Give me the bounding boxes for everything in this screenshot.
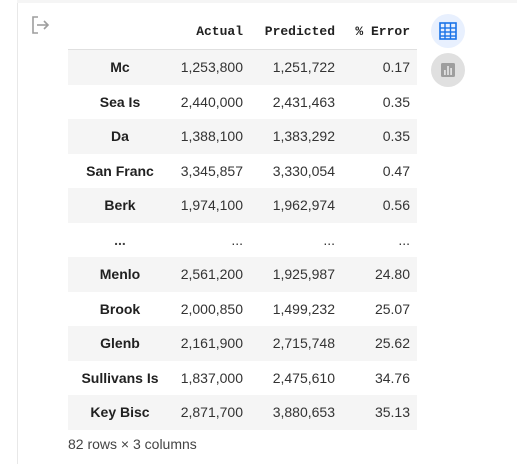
actual-value: ...	[231, 231, 243, 248]
table-row: Key Bisc 2,871,700 3,880,653 35.13	[68, 395, 417, 430]
error-value: ...	[398, 231, 410, 248]
row-index-label: ...	[114, 231, 126, 248]
actual-value: 3,345,857	[180, 162, 243, 179]
error-value: 34.76	[374, 369, 410, 386]
predicted-value: ...	[323, 231, 335, 248]
output-gutter-divider	[17, 0, 18, 464]
bar-chart-icon	[441, 63, 455, 77]
actual-value: 2,161,900	[180, 335, 243, 352]
table-view-icon	[439, 22, 457, 40]
actual-value: 1,974,100	[180, 197, 243, 214]
predicted-value: 1,251,722	[272, 59, 335, 76]
table-row: Glenb 2,161,900 2,715,748 25.62	[68, 326, 417, 361]
row-index-label: Berk	[104, 197, 136, 214]
predicted-value: 1,499,232	[272, 300, 335, 317]
table-row: San Franc 3,345,857 3,330,054 0.47	[68, 153, 417, 188]
row-index-label: Da	[111, 128, 129, 145]
actual-value: 1,837,000	[180, 369, 243, 386]
output-arrow-icon[interactable]	[29, 13, 53, 37]
row-index-label: Menlo	[99, 266, 141, 283]
dataframe-table: Actual Predicted % Error Mc 1,253,800 1,25…	[68, 14, 417, 430]
actual-value: 2,440,000	[180, 93, 243, 110]
table-row: Berk 1,974,100 1,962,974 0.56	[68, 188, 417, 223]
error-value: 0.17	[382, 59, 410, 76]
error-value: 0.35	[382, 128, 410, 145]
table-row: Mc 1,253,800 1,251,722 0.17	[68, 49, 417, 85]
table-ellipsis-row: ............	[68, 222, 417, 257]
index-header	[68, 14, 172, 50]
table-body: Mc 1,253,800 1,251,722 0.17 Sea Is 2,440,000 2…	[68, 49, 417, 430]
actual-value: 2,000,850	[180, 300, 243, 317]
predicted-value: 2,715,748	[272, 335, 335, 352]
actual-value: 2,871,700	[180, 404, 243, 421]
actual-value: 1,388,100	[180, 128, 243, 145]
table-row: Menlo 2,561,200 1,925,987 24.80	[68, 257, 417, 292]
row-index-label: Glenb	[100, 335, 140, 352]
predicted-value: 3,880,653	[272, 404, 335, 421]
predicted-value: 1,383,292	[272, 128, 335, 145]
row-index-label: Sullivans Is	[81, 369, 159, 386]
actual-value: 1,253,800	[180, 59, 243, 76]
table-row: Brook 2,000,850 1,499,232 25.07	[68, 291, 417, 326]
table-view-button[interactable]	[431, 14, 465, 48]
table-row: Sullivans Is 1,837,000 2,475,610 34.76	[68, 360, 417, 395]
row-index-label: Brook	[99, 300, 141, 317]
error-value: 0.47	[382, 162, 410, 179]
column-header-error: % Error	[339, 14, 417, 50]
table-row: Sea Is 2,440,000 2,431,463 0.35	[68, 84, 417, 119]
table-header-row: Actual Predicted % Error	[68, 14, 417, 50]
error-value: 35.13	[374, 404, 410, 421]
column-header-predicted: Predicted	[247, 14, 339, 50]
dataframe-shape-label: 82 rows × 3 columns	[68, 436, 197, 452]
row-index-label: Mc	[110, 59, 130, 76]
predicted-value: 2,431,463	[272, 93, 335, 110]
actual-value: 2,561,200	[180, 266, 243, 283]
error-value: 25.07	[374, 300, 410, 317]
column-header-actual: Actual	[172, 14, 247, 50]
row-index-label: Key Bisc	[90, 404, 150, 421]
predicted-value: 2,475,610	[272, 369, 335, 386]
error-value: 0.56	[382, 197, 410, 214]
error-value: 0.35	[382, 93, 410, 110]
predicted-value: 1,925,987	[272, 266, 335, 283]
error-value: 24.80	[374, 266, 410, 283]
chart-view-button[interactable]	[431, 53, 465, 87]
error-value: 25.62	[374, 335, 410, 352]
row-index-label: Sea Is	[99, 93, 141, 110]
predicted-value: 1,962,974	[272, 197, 335, 214]
cell-top-strip	[17, 0, 517, 3]
row-index-label: San Franc	[86, 162, 154, 179]
predicted-value: 3,330,054	[272, 162, 335, 179]
table-row: Da 1,388,100 1,383,292 0.35	[68, 119, 417, 154]
